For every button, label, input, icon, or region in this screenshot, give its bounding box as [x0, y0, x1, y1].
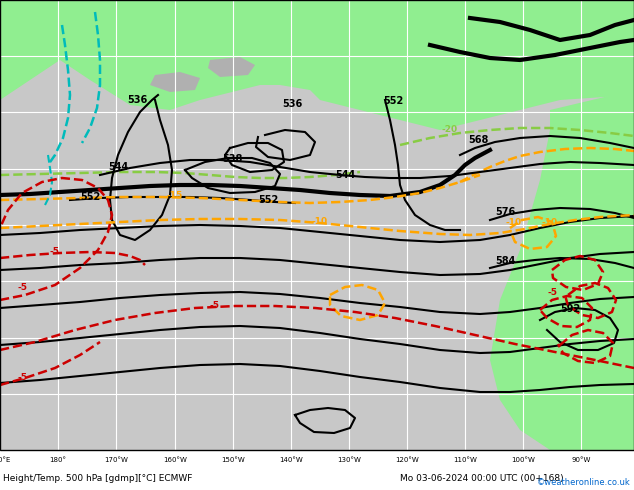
- Polygon shape: [490, 90, 634, 450]
- Text: 536: 536: [127, 95, 147, 105]
- Text: 552: 552: [80, 192, 100, 202]
- Text: 536: 536: [282, 99, 302, 109]
- Text: 170°W: 170°W: [104, 457, 128, 463]
- Text: 592: 592: [560, 304, 580, 314]
- Text: 552: 552: [383, 96, 403, 106]
- Text: 584: 584: [495, 256, 515, 266]
- Text: 100°W: 100°W: [511, 457, 535, 463]
- Text: -5: -5: [50, 247, 60, 256]
- Polygon shape: [150, 72, 200, 92]
- Text: 130°W: 130°W: [337, 457, 361, 463]
- Polygon shape: [0, 0, 634, 130]
- Text: 90°W: 90°W: [571, 457, 591, 463]
- Text: 180°: 180°: [49, 457, 67, 463]
- Text: Mo 03-06-2024 00:00 UTC (00+168): Mo 03-06-2024 00:00 UTC (00+168): [400, 473, 564, 483]
- Text: -10: -10: [505, 218, 521, 227]
- Text: 544: 544: [108, 162, 128, 172]
- Text: -15: -15: [167, 191, 183, 200]
- Text: 120°W: 120°W: [395, 457, 419, 463]
- Text: 140°W: 140°W: [279, 457, 303, 463]
- Text: -20: -20: [442, 125, 458, 134]
- Text: -5: -5: [210, 301, 220, 310]
- Text: 544: 544: [335, 170, 355, 180]
- Text: 150°W: 150°W: [221, 457, 245, 463]
- Text: -5: -5: [548, 288, 558, 297]
- Text: 568: 568: [468, 135, 488, 145]
- Text: 576: 576: [495, 207, 515, 217]
- Bar: [0, 450, 634, 490]
- Text: ©weatheronline.co.uk: ©weatheronline.co.uk: [537, 478, 631, 487]
- Polygon shape: [208, 57, 255, 77]
- Text: 538: 538: [222, 154, 242, 164]
- Polygon shape: [0, 0, 90, 100]
- Text: -10: -10: [312, 217, 328, 226]
- Text: 170°E: 170°E: [0, 457, 11, 463]
- Text: 160°W: 160°W: [163, 457, 187, 463]
- Text: 552: 552: [258, 195, 278, 205]
- Text: -5: -5: [17, 373, 27, 382]
- Text: 110°W: 110°W: [453, 457, 477, 463]
- Text: -10: -10: [542, 218, 558, 227]
- Text: Height/Temp. 500 hPa [gdmp][°C] ECMWF: Height/Temp. 500 hPa [gdmp][°C] ECMWF: [3, 473, 192, 483]
- Text: -5: -5: [17, 283, 27, 292]
